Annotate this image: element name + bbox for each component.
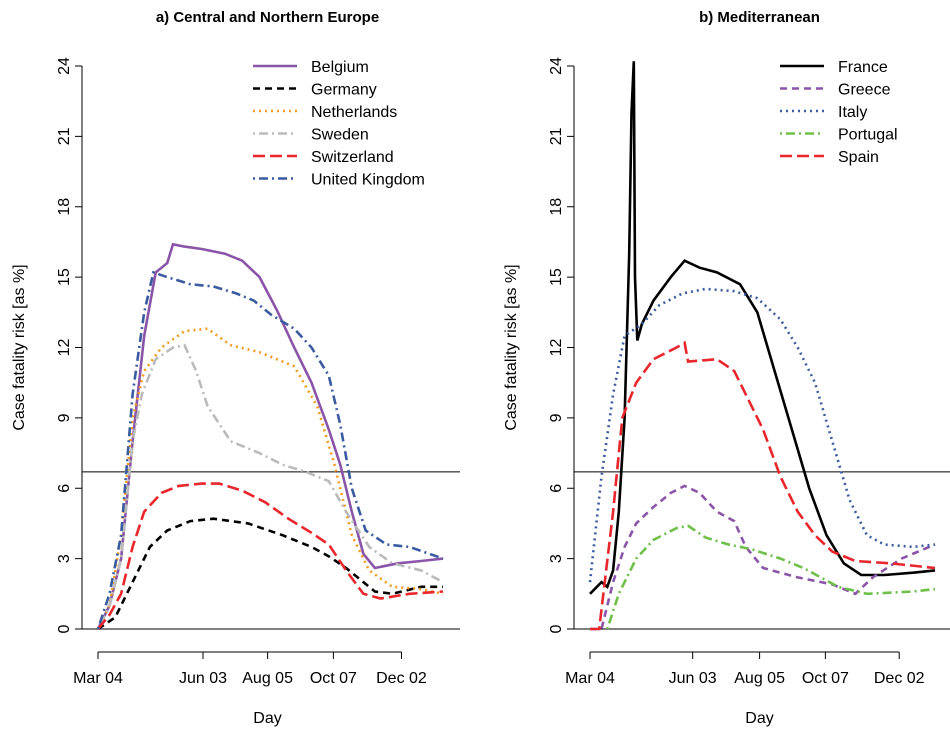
y-tick-label: 21	[548, 127, 565, 145]
legend-label: Belgium	[311, 59, 369, 76]
y-tick-label: 3	[56, 554, 73, 563]
x-tick-label: Aug 05	[242, 670, 293, 687]
y-tick-label: 15	[56, 268, 73, 286]
legend-label: Greece	[838, 82, 891, 99]
series-line	[96, 270, 444, 630]
series-line	[588, 287, 936, 583]
legend-label: Germany	[311, 82, 377, 99]
legend-label: Portugal	[838, 127, 898, 144]
legend-label: United Kingdom	[311, 172, 425, 189]
legend-label: Sweden	[311, 127, 369, 144]
series-line	[96, 343, 444, 630]
x-tick-label: Dec 02	[376, 670, 427, 687]
series-line	[96, 242, 444, 630]
x-tick-label: Mar 04	[565, 670, 615, 687]
y-tick-label: 3	[548, 554, 565, 563]
y-tick-label: 6	[548, 484, 565, 493]
y-tick-label: 21	[56, 127, 73, 145]
legend-label: Italy	[838, 104, 867, 121]
legend-label: Netherlands	[311, 104, 397, 121]
x-tick-label: Dec 02	[874, 670, 925, 687]
x-tick-label: Oct 07	[310, 670, 357, 687]
x-axis-label: Day	[253, 710, 281, 727]
chart-title: a) Central and Northern Europe	[156, 9, 379, 26]
x-tick-label: Oct 07	[802, 670, 849, 687]
y-axis-label: Case fatality risk [as %]	[503, 264, 520, 430]
x-tick-label: Aug 05	[734, 670, 785, 687]
y-tick-label: 0	[56, 624, 73, 633]
y-tick-label: 0	[548, 624, 565, 633]
y-tick-label: 9	[548, 413, 565, 422]
y-tick-label: 24	[548, 57, 565, 75]
series-line	[606, 524, 936, 630]
x-tick-label: Jun 03	[179, 670, 227, 687]
series-line	[96, 327, 444, 630]
chart-title: b) Mediterranean	[699, 9, 820, 26]
y-tick-label: 12	[548, 339, 565, 357]
series-line	[589, 61, 936, 595]
series-line	[97, 517, 443, 631]
legend-label: Switzerland	[311, 149, 394, 166]
legend-label: Spain	[838, 149, 879, 166]
x-tick-label: Jun 03	[669, 670, 717, 687]
y-axis-label: Case fatality risk [as %]	[11, 264, 28, 430]
y-tick-label: 18	[548, 198, 565, 216]
y-tick-label: 12	[56, 339, 73, 357]
x-axis-label: Day	[745, 710, 773, 727]
series-line	[590, 340, 936, 631]
y-tick-label: 24	[56, 57, 73, 75]
series-line	[96, 482, 444, 630]
y-tick-label: 15	[548, 268, 565, 286]
series-line	[590, 484, 936, 631]
x-tick-label: Mar 04	[73, 670, 123, 687]
y-tick-label: 6	[56, 484, 73, 493]
legend-label: France	[838, 59, 888, 76]
y-tick-label: 9	[56, 413, 73, 422]
y-tick-label: 18	[56, 198, 73, 216]
